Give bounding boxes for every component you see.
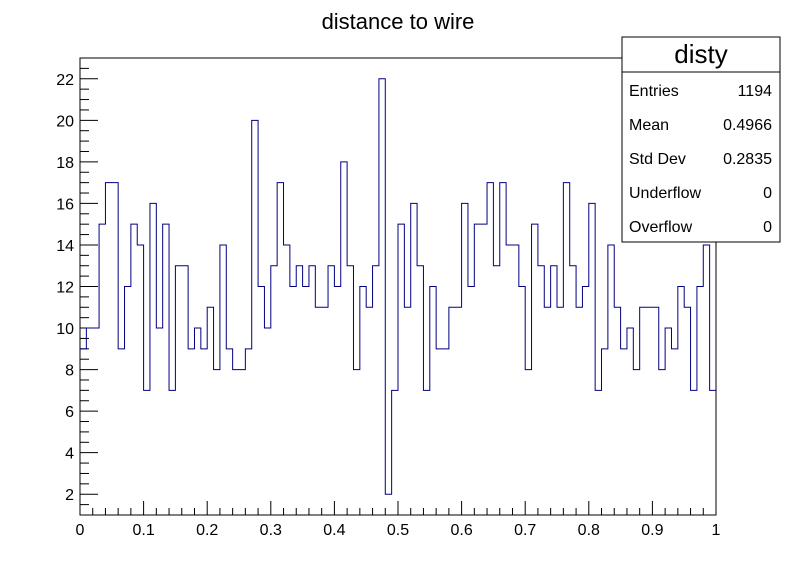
y-tick-label: 4 bbox=[65, 446, 74, 463]
x-tick-label: 1 bbox=[712, 522, 721, 539]
x-tick-label: 0.7 bbox=[514, 522, 536, 539]
stats-box-frame bbox=[621, 36, 781, 243]
x-tick-label: 0.4 bbox=[323, 522, 345, 539]
x-tick-label: 0 bbox=[76, 522, 85, 539]
y-tick-label: 20 bbox=[56, 113, 74, 130]
stats-box-name: disty bbox=[674, 39, 727, 69]
x-tick-label: 0.1 bbox=[132, 522, 154, 539]
x-tick-label: 0.9 bbox=[641, 522, 663, 539]
histogram-outline bbox=[80, 78, 716, 495]
stats-label-stddev: Std Dev bbox=[629, 151, 686, 168]
x-tick-label: 0.5 bbox=[387, 522, 409, 539]
x-axis: 0 0.1 0.2 0.3 0.4 0.5 0.6 0.7 0.8 0.9 1 bbox=[76, 501, 721, 539]
y-tick-label: 8 bbox=[65, 363, 74, 380]
stats-value-stddev: 0.2835 bbox=[723, 151, 772, 168]
x-tick-label: 0.8 bbox=[578, 522, 600, 539]
y-tick-label: 22 bbox=[56, 72, 74, 89]
x-tick-label: 0.2 bbox=[196, 522, 218, 539]
y-tick-label: 10 bbox=[56, 321, 74, 338]
stats-value-entries: 1194 bbox=[738, 83, 773, 100]
y-tick-label: 2 bbox=[65, 487, 74, 504]
y-tick-label: 12 bbox=[56, 280, 74, 297]
stats-label-entries: Entries bbox=[629, 83, 679, 100]
stats-value-overflow: 0 bbox=[763, 219, 772, 236]
y-tick-label: 6 bbox=[65, 404, 74, 421]
y-axis: 2 4 6 8 10 12 14 16 18 20 22 bbox=[56, 57, 98, 516]
x-tick-label: 0.3 bbox=[260, 522, 282, 539]
stats-value-underflow: 0 bbox=[763, 185, 772, 202]
stats-label-underflow: Underflow bbox=[629, 185, 701, 202]
chart-title: distance to wire bbox=[322, 9, 475, 34]
stats-box: disty Entries 1194 Mean 0.4966 Std Dev 0… bbox=[621, 36, 781, 243]
stats-label-mean: Mean bbox=[629, 117, 669, 134]
x-tick-label: 0.6 bbox=[450, 522, 472, 539]
y-tick-label: 16 bbox=[56, 196, 74, 213]
stats-value-mean: 0.4966 bbox=[723, 117, 772, 134]
y-tick-label: 14 bbox=[56, 238, 74, 255]
y-tick-label: 18 bbox=[56, 155, 74, 172]
stats-label-overflow: Overflow bbox=[629, 219, 693, 236]
